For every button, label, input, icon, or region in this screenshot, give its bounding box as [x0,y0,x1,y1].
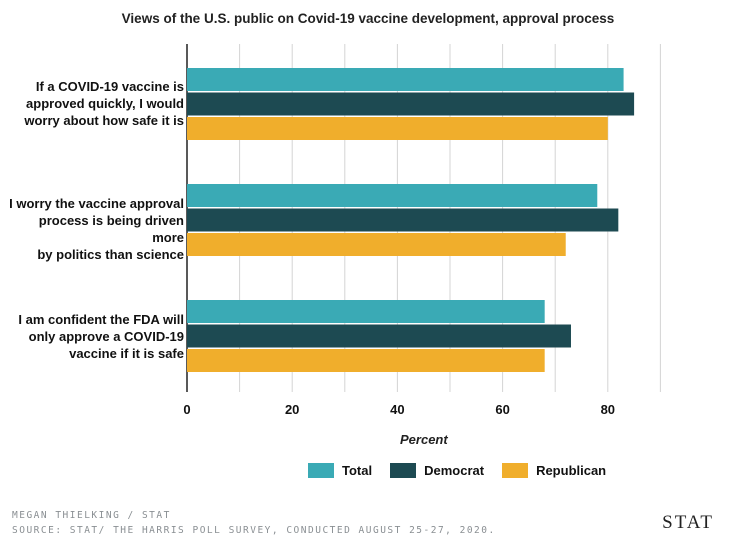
bar-republican-1 [187,233,566,256]
source-note: SOURCE: STAT/ THE HARRIS POLL SURVEY, CO… [12,525,496,536]
legend-label-democrat: Democrat [424,463,485,478]
x-tick-label: 40 [390,402,404,417]
legend-label-total: Total [342,463,373,478]
bar-republican-2 [187,349,545,372]
bar-total-1 [187,184,598,207]
x-tick-label: 0 [183,402,190,417]
category-label-2: I am confident the FDA will only approve… [18,312,184,361]
legend-swatch-total [308,463,334,478]
bar-democrat-2 [187,324,571,348]
x-tick-label: 80 [601,402,615,417]
x-axis-label: Percent [400,432,448,447]
legend-swatch-democrat [390,463,417,478]
legend-item-democrat: Democrat [390,463,484,478]
legend-swatch-republican [502,463,529,478]
x-tick-labels: 0 20 40 60 80 [183,402,615,417]
category-label-0: If a COVID-19 vaccine is approved quickl… [24,79,184,128]
legend-item-total: Total [308,463,372,478]
bar-republican-0 [187,117,608,140]
bar-democrat-0 [187,92,635,116]
legend-item-republican: Republican [502,463,606,478]
x-tick-label: 60 [495,402,509,417]
x-tick-label: 20 [285,402,299,417]
byline: MEGAN THIELKING / STAT [12,510,171,521]
legend: Total Democrat Republican [308,463,624,478]
bars [187,68,635,372]
legend-label-republican: Republican [536,463,607,478]
chart-title: Views of the U.S. public on Covid-19 vac… [121,11,615,26]
bar-total-0 [187,68,624,91]
bar-total-2 [187,300,545,323]
stat-logo: STAT [662,512,714,533]
bar-democrat-1 [187,208,619,232]
category-label-1: I worry the vaccine approval process is … [9,196,184,262]
